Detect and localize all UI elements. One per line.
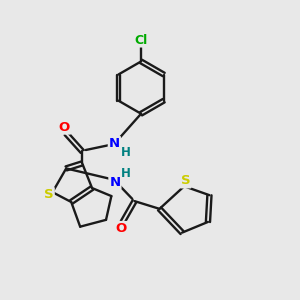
Text: H: H <box>121 167 131 180</box>
Text: O: O <box>116 222 127 235</box>
Text: Cl: Cl <box>134 34 148 46</box>
Text: H: H <box>121 146 130 160</box>
Text: N: N <box>109 137 120 150</box>
Text: N: N <box>110 176 121 189</box>
Text: O: O <box>59 121 70 134</box>
Text: S: S <box>181 174 190 188</box>
Text: S: S <box>44 188 54 201</box>
